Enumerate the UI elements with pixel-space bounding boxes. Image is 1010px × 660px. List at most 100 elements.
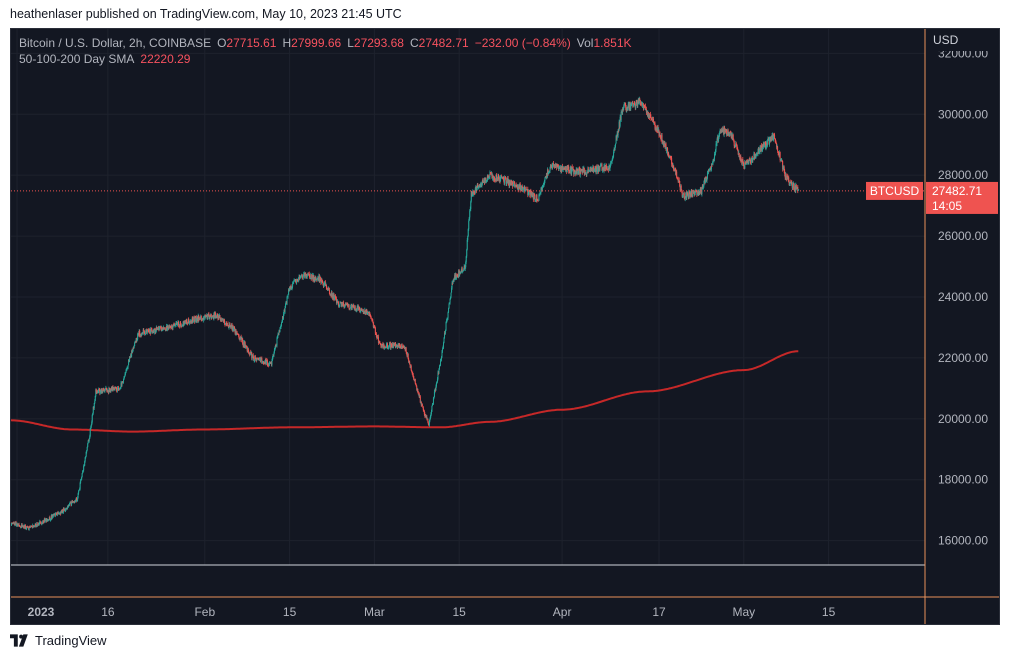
- candle-body: [605, 164, 607, 169]
- candle-body: [672, 164, 674, 168]
- candle-body: [756, 153, 758, 155]
- candle-body: [287, 294, 289, 297]
- candle-body: [120, 387, 122, 389]
- candle-body: [224, 323, 226, 325]
- candle-body: [238, 334, 240, 336]
- candle-body: [448, 308, 450, 313]
- candle-body: [144, 333, 146, 335]
- candle-body: [158, 326, 160, 331]
- candle-body: [678, 179, 680, 181]
- candle-body: [256, 358, 258, 360]
- candle-body: [19, 526, 21, 527]
- candle-body: [639, 100, 641, 104]
- candle-body: [708, 168, 710, 171]
- candle-body: [745, 161, 747, 164]
- candle-body: [684, 197, 686, 199]
- candle-body: [277, 333, 279, 335]
- candle-body: [582, 168, 584, 172]
- candle-body: [693, 191, 695, 193]
- sma-label[interactable]: 50-100-200 Day SMA: [19, 52, 135, 66]
- candle-body: [399, 346, 401, 349]
- candle-body: [324, 282, 326, 284]
- candle-body: [18, 524, 20, 526]
- candle-body: [640, 102, 642, 105]
- candle-body: [147, 329, 149, 331]
- high-value: 27999.66: [291, 36, 342, 50]
- candle-body: [365, 309, 367, 313]
- candle-body: [48, 517, 50, 519]
- candle-body: [570, 168, 572, 174]
- candle-body: [68, 505, 70, 506]
- candle-body: [763, 143, 765, 146]
- footer-brand[interactable]: TradingView: [35, 633, 107, 648]
- candle-body: [666, 148, 668, 150]
- candle-body: [202, 319, 204, 321]
- candle-body: [733, 138, 735, 141]
- candle-body: [739, 156, 741, 160]
- candle-body: [191, 320, 193, 323]
- candle-body: [755, 154, 757, 158]
- candle-body: [488, 176, 490, 179]
- candle-body: [265, 359, 267, 364]
- chart-area[interactable]: BTCUSD 27482.71 14:05 16000.00 18000.00 2000…: [10, 28, 1000, 625]
- candle-body: [28, 527, 30, 530]
- candle-body: [626, 108, 628, 111]
- candle-body: [497, 174, 499, 179]
- candle-body: [550, 164, 552, 168]
- candle-body: [29, 527, 31, 528]
- candle-body: [231, 324, 233, 330]
- candle-body: [665, 144, 667, 151]
- candle-body: [189, 321, 191, 324]
- candle-body: [261, 361, 263, 364]
- candle-body: [797, 187, 799, 191]
- candle-body: [478, 186, 480, 188]
- candle-body: [139, 335, 141, 337]
- candle-body: [711, 164, 713, 165]
- candle-body: [251, 356, 253, 359]
- candle-body: [35, 526, 37, 528]
- candle-body: [601, 167, 603, 171]
- candle-body: [558, 167, 560, 170]
- sma-line[interactable]: [11, 350, 799, 433]
- candle-body: [303, 274, 305, 277]
- candle-body: [772, 135, 774, 141]
- symbol-label[interactable]: Bitcoin / U.S. Dollar, 2h, COINBASE: [19, 36, 212, 50]
- candle-body: [667, 153, 669, 155]
- candle-body: [390, 343, 392, 349]
- candle-body: [638, 100, 640, 104]
- candle-body: [98, 388, 100, 390]
- candle-body: [271, 360, 273, 365]
- x-tick-label: 15: [822, 605, 836, 619]
- candle-body: [258, 359, 260, 360]
- candle-body: [282, 316, 284, 319]
- candle-body: [559, 166, 561, 168]
- candle-body: [312, 275, 314, 280]
- candle-body: [281, 321, 283, 323]
- candle-body: [528, 190, 530, 192]
- candle-body: [126, 369, 128, 370]
- candle-body: [278, 330, 280, 332]
- candle-body: [37, 523, 39, 526]
- volume-label: Vol: [576, 36, 594, 50]
- candle-body: [463, 266, 465, 270]
- candle-body: [676, 177, 678, 179]
- candle-body: [341, 303, 343, 307]
- candle-body: [744, 162, 746, 164]
- candle-body: [474, 192, 476, 194]
- candle-body: [602, 167, 604, 169]
- chart-legend: Bitcoin / U.S. Dollar, 2h, COINBASE O277…: [19, 35, 632, 67]
- candle-body: [131, 350, 133, 357]
- candle-body: [52, 514, 54, 517]
- candle-body: [721, 130, 723, 133]
- candle-body: [104, 389, 106, 392]
- candle-body: [567, 166, 569, 168]
- candle-body: [24, 525, 26, 529]
- candle-body: [94, 395, 96, 401]
- candle-body: [443, 337, 445, 343]
- candle-body: [484, 178, 486, 184]
- candle-body: [610, 163, 612, 166]
- candle-body: [717, 136, 719, 140]
- candle-body: [501, 177, 503, 178]
